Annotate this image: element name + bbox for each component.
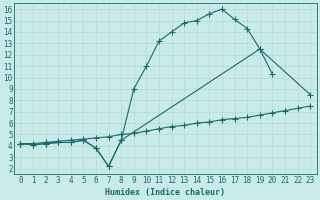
X-axis label: Humidex (Indice chaleur): Humidex (Indice chaleur)	[105, 188, 225, 197]
